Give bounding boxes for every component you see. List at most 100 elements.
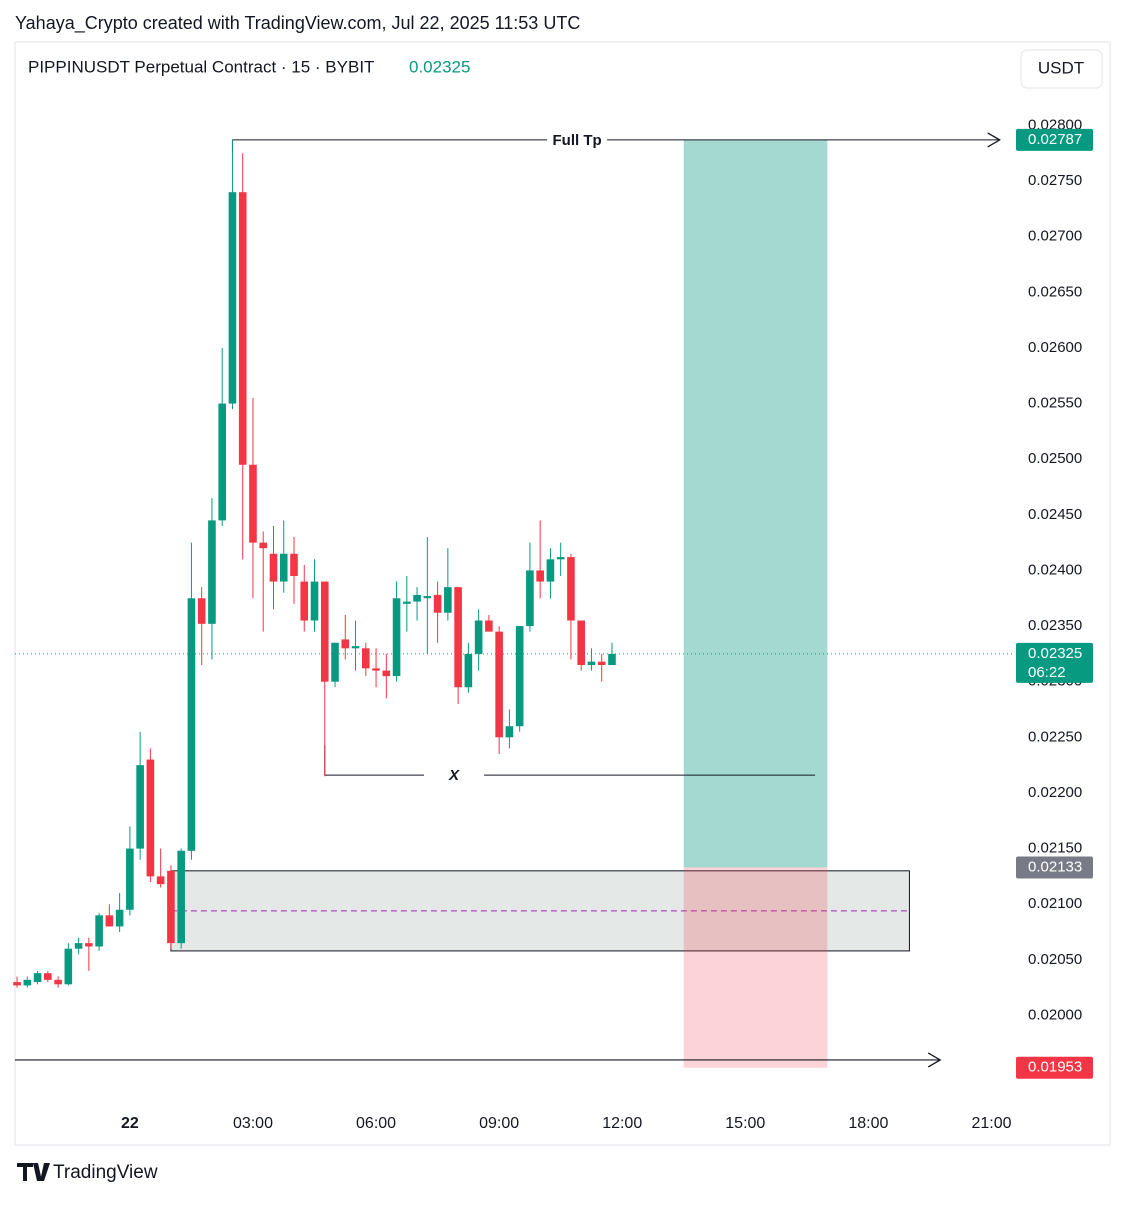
annotation-label: Full Tp xyxy=(553,132,602,149)
candle-body xyxy=(392,598,401,677)
brand: TradingView xyxy=(53,1162,158,1183)
y-tick-label: 0.02750 xyxy=(1028,172,1082,189)
target-area xyxy=(683,139,828,868)
candle-body xyxy=(208,520,216,624)
candle-body xyxy=(433,594,442,613)
candle-body xyxy=(74,943,83,949)
y-tick-label: 0.02500 xyxy=(1028,450,1082,467)
candle-body xyxy=(95,915,103,947)
y-tick-label: 0.02450 xyxy=(1028,506,1082,523)
y-tick-label: 0.02050 xyxy=(1028,951,1082,968)
candle-body xyxy=(197,598,206,624)
candle-body xyxy=(608,653,616,666)
last-tag: 0.02325 xyxy=(1028,645,1082,662)
candle-body xyxy=(44,973,52,980)
arrow-head xyxy=(987,132,1001,148)
candle-body xyxy=(331,642,339,682)
candle-body xyxy=(167,870,175,944)
candle-body xyxy=(526,570,534,627)
currency[interactable]: USDT xyxy=(1038,58,1084,77)
candle-body xyxy=(249,464,257,543)
candle-body xyxy=(556,557,565,560)
candle-body xyxy=(341,639,350,649)
candle-body xyxy=(238,192,247,465)
candle-body xyxy=(33,973,42,983)
logo xyxy=(17,1163,50,1181)
y-tick-label: 0.02600 xyxy=(1028,339,1082,356)
candle-body xyxy=(577,620,585,666)
candle-body xyxy=(54,979,62,985)
candle-body xyxy=(382,670,391,677)
candle-body xyxy=(218,403,226,521)
candle-body xyxy=(177,850,185,944)
x-tick-label: 21:00 xyxy=(971,1115,1011,1132)
candle-body xyxy=(13,982,21,986)
x-tick-label: 12:00 xyxy=(602,1115,642,1132)
y-tick-label: 0.02250 xyxy=(1028,728,1082,745)
candle-body xyxy=(546,559,555,582)
y-tick-label: 0.02700 xyxy=(1028,228,1082,245)
candle-body xyxy=(105,915,114,927)
candle-body xyxy=(454,587,462,688)
candle-body xyxy=(413,594,421,602)
x-tick-label: 22 xyxy=(121,1115,139,1132)
candle-body xyxy=(259,542,268,549)
x-tick-label: 03:00 xyxy=(233,1115,273,1132)
stop-area xyxy=(683,867,828,1068)
candle-body xyxy=(361,648,370,669)
arrow-head xyxy=(927,1052,942,1068)
candle-body xyxy=(23,979,32,986)
x-tick-label: 18:00 xyxy=(848,1115,888,1132)
y-tick-label: 0.02350 xyxy=(1028,617,1082,634)
candle-body xyxy=(495,631,503,738)
y-tick-label: 0.02550 xyxy=(1028,395,1082,412)
countdown: 06:22 xyxy=(1028,664,1066,681)
candle-body xyxy=(187,598,196,851)
candle-body xyxy=(515,626,524,727)
candle-body xyxy=(64,948,73,985)
candle-body xyxy=(115,909,124,927)
x-tick-label: 09:00 xyxy=(479,1115,519,1132)
candle-body xyxy=(300,581,309,621)
candle-body xyxy=(505,726,514,738)
candle-body xyxy=(403,601,411,604)
candle-body xyxy=(310,581,319,621)
candle-body xyxy=(228,192,237,404)
panel xyxy=(14,41,1111,1146)
candle-body xyxy=(136,765,144,849)
y-tick-label: 0.02400 xyxy=(1028,561,1082,578)
candle-body xyxy=(597,661,606,666)
candle-body xyxy=(464,653,473,688)
candle-body xyxy=(444,587,452,613)
y-tick-label: 0.02200 xyxy=(1028,784,1082,801)
entry-tag-bg xyxy=(1016,856,1093,879)
y-tick-label: 0.02000 xyxy=(1028,1006,1082,1023)
candle-body xyxy=(279,553,288,582)
candle-body xyxy=(536,570,544,582)
annotation-label: X xyxy=(448,767,460,784)
x-tick-label: 06:00 xyxy=(356,1115,396,1132)
candle-body xyxy=(567,557,575,621)
stop-tag: 0.01953 xyxy=(1028,1059,1082,1076)
candle-body xyxy=(269,553,278,582)
candle-body xyxy=(126,848,134,910)
last-tag-bg xyxy=(1016,642,1093,683)
candle-body xyxy=(156,876,165,885)
x-tick-label: 15:00 xyxy=(725,1115,765,1132)
currency-button[interactable] xyxy=(1020,49,1103,89)
candle-body xyxy=(290,553,298,577)
y-tick-label: 0.02100 xyxy=(1028,895,1082,912)
y-tick-label: 0.02150 xyxy=(1028,840,1082,857)
candle-body xyxy=(372,668,380,671)
candle-body xyxy=(146,759,155,877)
candle-body xyxy=(85,943,93,947)
caption: Yahaya_Crypto created with TradingView.c… xyxy=(15,13,580,34)
candle-body xyxy=(423,596,432,599)
stop-tag-bg xyxy=(1016,1056,1093,1079)
y-tick-label: 0.02650 xyxy=(1028,283,1082,300)
target-tag: 0.02787 xyxy=(1028,131,1082,148)
candle-body xyxy=(351,646,360,649)
candle-body xyxy=(474,620,483,654)
candle-body xyxy=(485,620,493,632)
